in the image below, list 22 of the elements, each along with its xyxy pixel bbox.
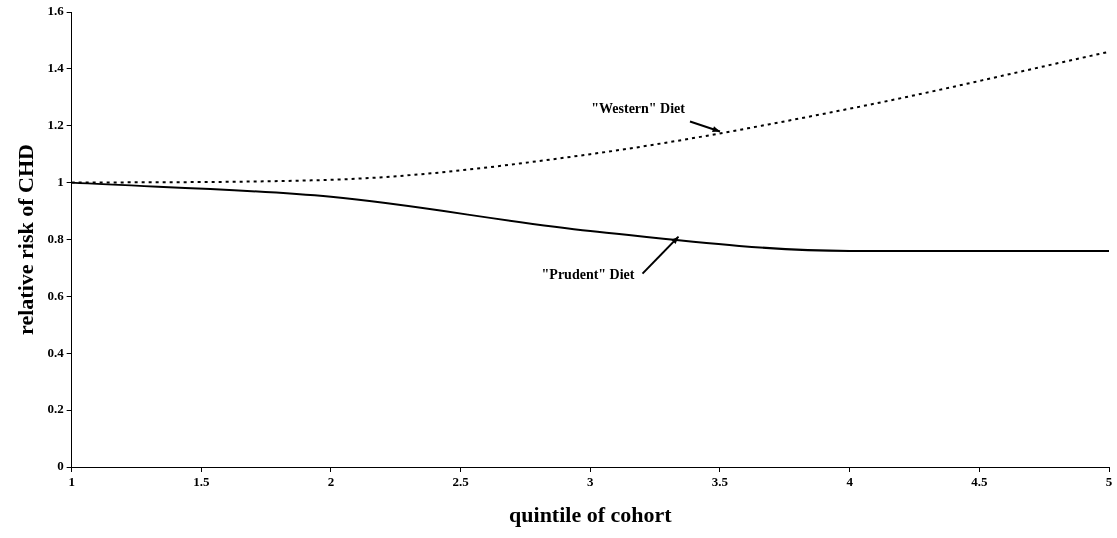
y-axis-title: relative risk of CHD	[12, 144, 38, 335]
x-tick-label: 1	[68, 474, 75, 490]
y-tick-label: 0.2	[47, 401, 64, 417]
x-axis-title: quintile of cohort	[509, 502, 673, 528]
y-tick-label: 1	[57, 173, 64, 189]
y-tick-label: 1.6	[47, 3, 65, 19]
y-tick-label: 0.8	[47, 230, 65, 246]
x-tick-label: 1.5	[193, 474, 210, 490]
x-tick-label: 2.5	[452, 474, 470, 490]
y-tick-label: 0.6	[47, 287, 65, 303]
annotation: "Prudent" Diet	[541, 267, 635, 283]
y-tick-label: 1.4	[47, 60, 65, 76]
y-tick-label: 0	[57, 458, 64, 474]
y-tick-label: 1.2	[47, 117, 64, 133]
x-tick-label: 5	[1105, 474, 1113, 490]
x-tick-label: 3	[587, 474, 595, 490]
x-tick-label: 4.5	[971, 474, 988, 490]
y-tick-label: 0.4	[47, 344, 65, 360]
x-tick-label: 4	[846, 474, 854, 490]
x-tick-label: 3.5	[711, 474, 729, 490]
annotation: "Western" Diet	[591, 101, 686, 117]
x-tick-label: 2	[327, 474, 335, 490]
